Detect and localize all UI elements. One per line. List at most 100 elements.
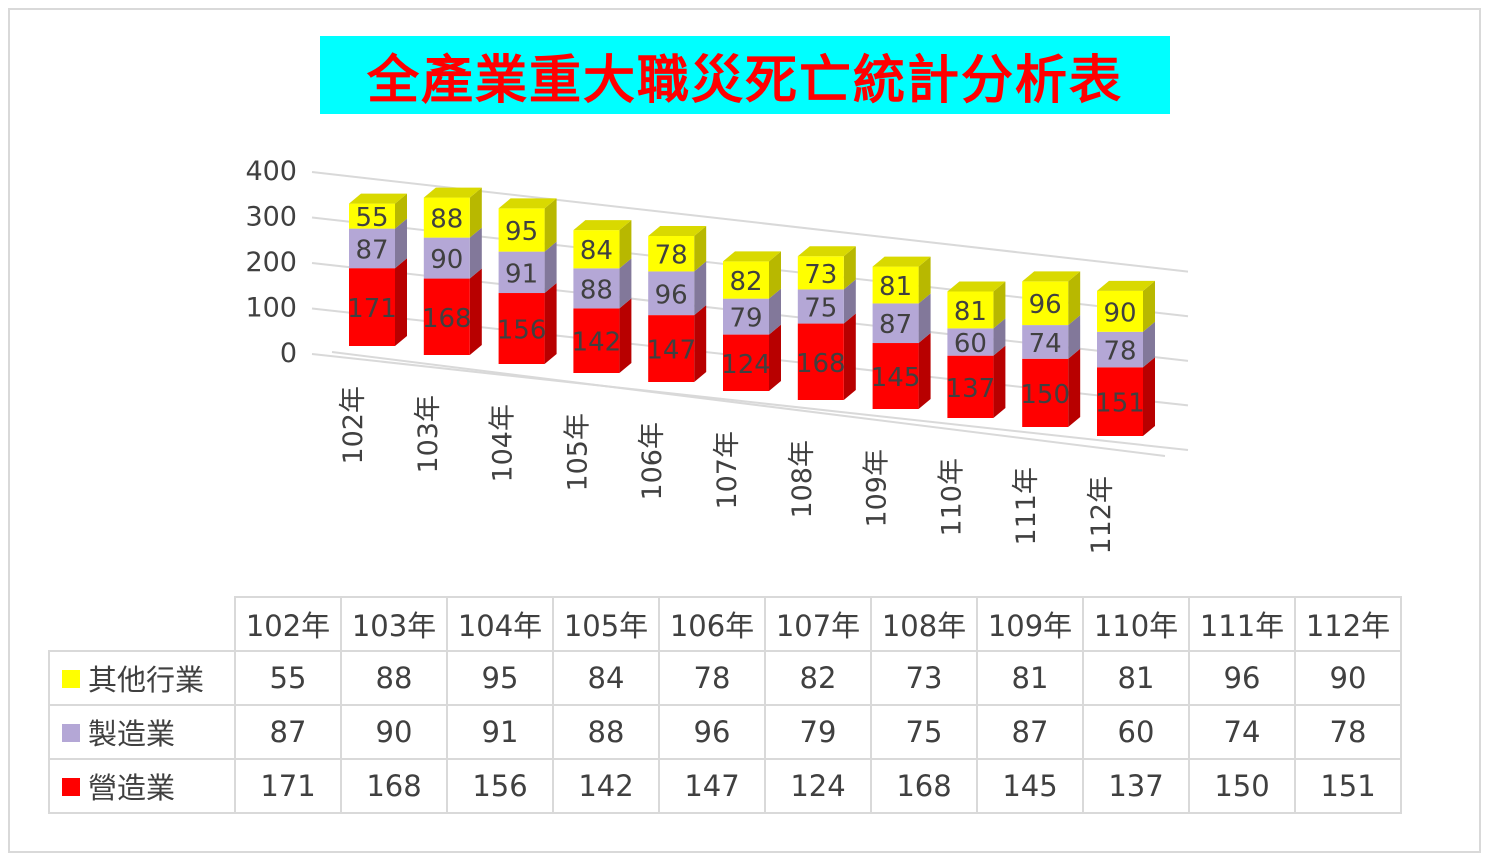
table-header-cell: 110年 — [1082, 596, 1190, 652]
bar-segment-side — [395, 193, 407, 229]
bar-segment — [797, 289, 844, 324]
data-label: 73 — [804, 260, 837, 290]
table-cell: 82 — [764, 650, 872, 706]
bar-segment — [872, 343, 919, 409]
chart-title-box: 全產業重大職災死亡統計分析表 — [320, 36, 1170, 114]
data-label: 88 — [430, 205, 463, 235]
data-label: 96 — [1029, 290, 1062, 320]
x-tick-label: 111年 — [1011, 467, 1042, 546]
table-cell: 95 — [446, 650, 554, 706]
x-tick-label: 109年 — [862, 449, 893, 528]
bar-segment-side — [843, 279, 856, 324]
table-cell: 79 — [764, 704, 872, 760]
data-table: 102年 103年 104年 105年 106年 107年 108年 109年 … — [48, 596, 1402, 814]
table-header-cell: 111年 — [1188, 596, 1296, 652]
data-label: 90 — [1103, 298, 1136, 328]
y-tick-label: 400 — [245, 156, 297, 187]
table-cell: 137 — [1082, 758, 1190, 814]
table-cell: 88 — [340, 650, 448, 706]
table-cell: 168 — [870, 758, 978, 814]
table-header-cell: 107年 — [764, 596, 872, 652]
bar-segment — [1022, 281, 1069, 326]
table-cell: 84 — [552, 650, 660, 706]
bar-segment-side — [1068, 348, 1081, 427]
bar-segment-side — [619, 258, 632, 309]
floor-edge — [331, 351, 1166, 457]
bar-segment-side — [544, 198, 557, 252]
data-label: 151 — [1095, 389, 1145, 419]
bar-segment — [573, 268, 620, 309]
bar-segment-side — [619, 220, 632, 269]
table-row-header: 其他行業 — [48, 650, 236, 706]
bar-segment — [1097, 331, 1143, 368]
data-label: 88 — [580, 275, 613, 305]
data-label: 81 — [954, 297, 987, 327]
data-label: 156 — [497, 316, 547, 346]
bar-segment — [1022, 358, 1069, 427]
bar-segment — [1097, 290, 1143, 332]
bar-top-face — [648, 225, 707, 236]
table-header-cell: 104年 — [446, 596, 554, 652]
x-tick-label: 105年 — [562, 413, 593, 492]
table-header-cell: 106年 — [658, 596, 766, 652]
table-row-header: 製造業 — [48, 704, 236, 760]
bar-segment — [423, 197, 470, 238]
table-cell: 60 — [1082, 704, 1190, 760]
bar-segment-side — [769, 288, 781, 335]
table-row-other-industries: 其他行業 55 88 95 84 78 82 73 81 81 96 90 — [48, 650, 1402, 706]
bar-segment — [1097, 367, 1143, 436]
table-cell: 90 — [340, 704, 448, 760]
bar-segment — [498, 251, 545, 294]
bar-segment-side — [1143, 280, 1155, 332]
bar-segment-side — [469, 227, 482, 279]
bar-segment — [1022, 325, 1069, 359]
bar-segment — [947, 291, 994, 329]
bar-segment-side — [469, 268, 482, 355]
table-header-cell: 108年 — [870, 596, 978, 652]
x-tick-label: 106年 — [637, 422, 668, 501]
table-header-cell: 109年 — [976, 596, 1084, 652]
data-label: 96 — [655, 280, 688, 310]
table-cell: 151 — [1294, 758, 1402, 814]
bar-top-face — [573, 220, 632, 231]
bar-segment-side — [544, 241, 557, 294]
bar-segment-side — [694, 305, 707, 382]
bar-segment-side — [918, 256, 931, 304]
data-label: 60 — [954, 329, 987, 359]
data-label: 74 — [1029, 329, 1062, 359]
bar-segment — [498, 208, 545, 252]
bar-segment — [723, 334, 769, 391]
bar-segment — [872, 303, 919, 344]
table-header-cell: 105年 — [552, 596, 660, 652]
data-label: 142 — [572, 328, 622, 358]
data-label: 75 — [804, 293, 837, 323]
data-label: 84 — [580, 236, 613, 266]
bar-top-face — [797, 246, 856, 257]
data-label: 79 — [729, 304, 762, 334]
bar-top-face — [349, 193, 407, 204]
table-cell: 90 — [1294, 650, 1402, 706]
bar-segment-side — [395, 258, 407, 346]
chart-title: 全產業重大職災死亡統計分析表 — [366, 49, 1123, 111]
data-label: 168 — [422, 304, 472, 334]
x-tick-label: 104年 — [488, 404, 519, 483]
bar-top-face — [1097, 280, 1155, 291]
table-row-construction: 營造業 171 168 156 142 147 124 168 145 137 … — [48, 758, 1402, 814]
bar-segment — [573, 308, 620, 373]
table-cell: 78 — [658, 650, 766, 706]
bar-segment-side — [769, 324, 781, 391]
table-header-cell: 103年 — [340, 596, 448, 652]
bar-segment-side — [619, 298, 632, 373]
bar-segment — [648, 315, 695, 382]
data-label: 124 — [721, 350, 771, 380]
bar-segment-side — [395, 218, 407, 269]
table-cell: 142 — [552, 758, 660, 814]
bar-segment-side — [694, 261, 707, 316]
bar-segment-side — [843, 313, 856, 400]
bar-segment-side — [993, 318, 1006, 356]
data-label: 145 — [871, 363, 921, 393]
bar-segment-side — [918, 333, 931, 409]
table-cell: 74 — [1188, 704, 1296, 760]
table-cell: 55 — [234, 650, 342, 706]
table-header-row: 102年 103年 104年 105年 106年 107年 108年 109年 … — [49, 596, 1402, 652]
